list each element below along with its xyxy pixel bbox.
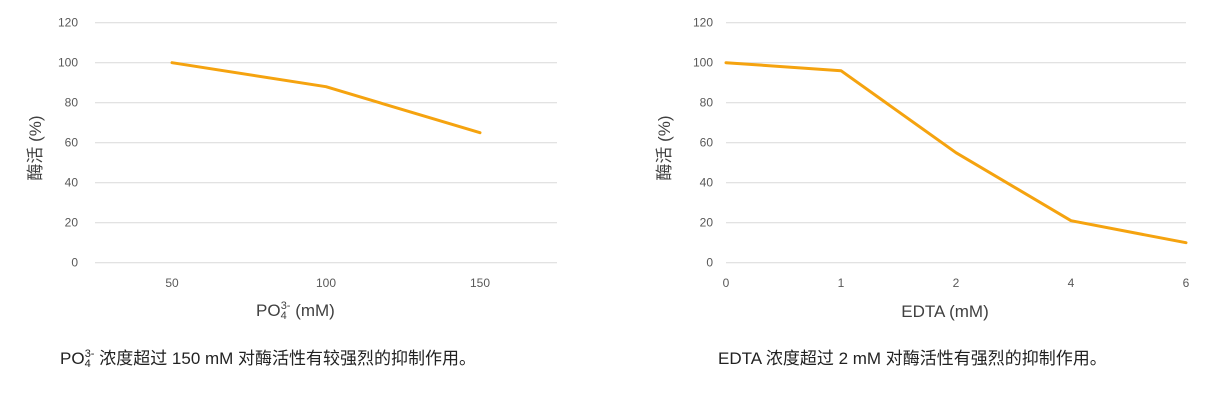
- x-tick-label: 0: [723, 276, 730, 290]
- xlabel-left-base: PO: [256, 301, 281, 320]
- y-tick-label: 40: [65, 176, 79, 190]
- y-tick-label: 100: [58, 56, 78, 70]
- y-tick-label: 100: [693, 56, 713, 70]
- y-tick-label: 80: [700, 96, 714, 110]
- xlabel-left-rest: (mM): [290, 301, 335, 320]
- y-tick-label: 0: [71, 256, 78, 270]
- y-axis-title: 酶活 (%): [26, 115, 45, 180]
- y-tick-label: 120: [693, 16, 713, 30]
- y-tick-label: 20: [65, 216, 79, 230]
- caption-right: EDTA 浓度超过 2 mM 对酶活性有强烈的抑制作用。: [718, 349, 1107, 368]
- x-tick-label: 4: [1068, 276, 1075, 290]
- y-tick-label: 40: [700, 176, 714, 190]
- y-tick-label: 80: [65, 96, 79, 110]
- x-tick-label: 6: [1183, 276, 1190, 290]
- xlabel-left-sup: 3-: [280, 300, 291, 312]
- x-tick-label: 150: [470, 276, 490, 290]
- caption-left-sub: 4: [84, 358, 91, 370]
- y-axis-title: 酶活 (%): [655, 115, 674, 180]
- y-tick-label: 20: [700, 216, 714, 230]
- x-axis-title: EDTA (mM): [901, 302, 989, 321]
- y-tick-label: 0: [706, 256, 713, 270]
- x-tick-label: 2: [953, 276, 960, 290]
- caption-left-rest: 浓度超过 150 mM 对酶活性有较强烈的抑制作用。: [94, 349, 477, 368]
- caption-left: PO43- 浓度超过 150 mM 对酶活性有较强烈的抑制作用。: [60, 344, 476, 370]
- y-tick-label: 120: [58, 16, 78, 30]
- xlabel-left-sub: 4: [280, 310, 287, 322]
- x-tick-label: 1: [838, 276, 845, 290]
- y-tick-label: 60: [65, 136, 79, 150]
- x-tick-label: 50: [165, 276, 179, 290]
- x-tick-label: 100: [316, 276, 336, 290]
- xlabel-left: PO43- (mM): [256, 300, 335, 322]
- caption-left-sup: 3-: [84, 348, 95, 360]
- y-tick-label: 60: [700, 136, 714, 150]
- series-line: [170, 61, 482, 135]
- caption-left-base: PO: [60, 349, 85, 368]
